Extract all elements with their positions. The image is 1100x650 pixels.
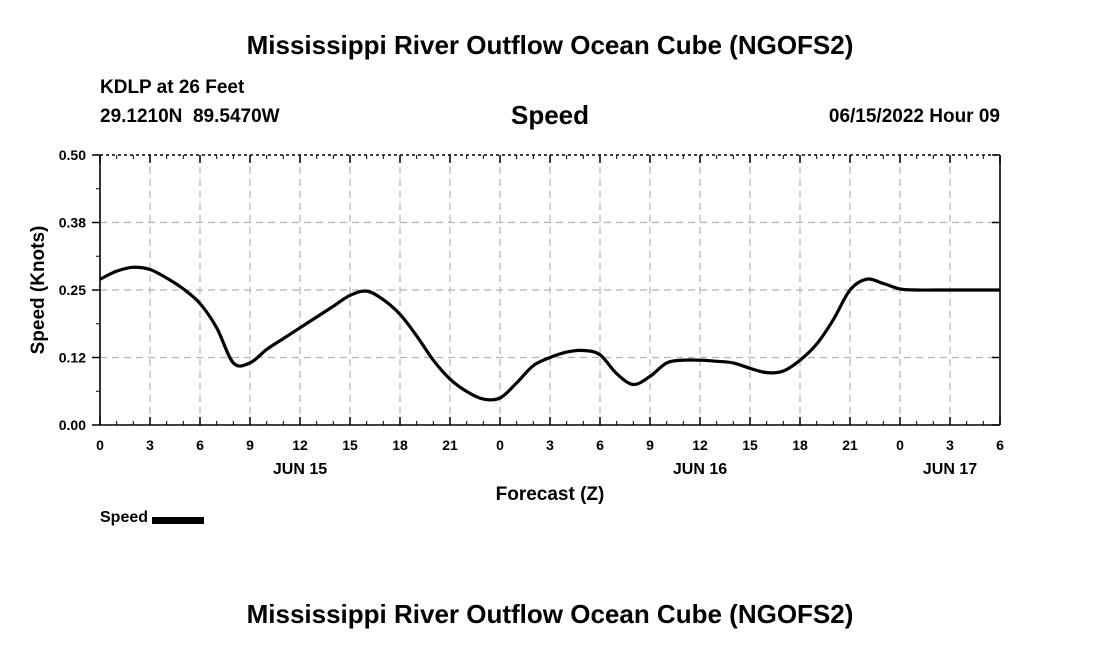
legend-label: Speed [100,509,149,526]
y-axis-title: Speed (Knots) [28,226,49,355]
series-layer [99,265,1000,402]
x-tick-label: 6 [996,437,1004,453]
x-tick-label: 21 [442,437,458,453]
longitude: 89.5470W [192,106,280,127]
chart-title: Mississippi River Outflow Ocean Cube (NG… [246,30,854,60]
x-tick-label: 9 [646,437,654,453]
x-tick-label: 3 [546,437,554,453]
footer-title: Mississippi River Outflow Ocean Cube (NG… [246,599,854,629]
station-label: KDLP at 26 Feet [100,77,245,98]
x-tick-label: 12 [692,437,708,453]
y-tick-label: 0.25 [59,282,86,298]
x-tick-label: 3 [946,437,954,453]
x-tick-label: 15 [342,437,358,453]
label-layer: 0 3 6 9 12 15 18 21 0 3 6 9 12 15 18 21 0 3 6 0.00 0.12 0.25 0… [28,147,1004,505]
y-tick-label: 0.12 [59,350,86,366]
series-line-speed [99,265,1000,402]
y-tick-label: 0.00 [59,417,86,433]
date-label: JUN 16 [673,461,727,478]
axis-layer [92,154,1001,426]
chart-subtitle: Speed [510,100,590,130]
y-tick-label: 0.38 [59,215,86,231]
x-axis-title: Forecast (Z) [496,484,605,505]
x-tick-label: 21 [842,437,858,453]
legend-swatch [152,516,205,524]
coordinates: 29.1210N 89.5470W [100,106,280,128]
x-tick-label: 6 [196,437,204,453]
x-tick-label: 0 [96,437,104,453]
legend: Speed [100,509,205,527]
x-tick-label: 3 [146,437,154,453]
y-tick-label: 0.50 [59,147,86,163]
forecast-timestamp: 06/15/2022 Hour 09 [828,106,1000,127]
x-tick-label: 18 [792,437,808,453]
date-label: JUN 17 [923,461,977,478]
x-tick-label: 0 [896,437,904,453]
x-tick-label: 6 [596,437,604,453]
date-label: JUN 15 [273,461,327,478]
latitude: 29.1210N [100,106,183,127]
grid-layer [100,155,1000,425]
x-tick-label: 18 [392,437,408,453]
x-tick-label: 9 [246,437,254,453]
x-tick-label: 12 [292,437,308,453]
x-tick-label: 15 [742,437,758,453]
x-tick-label: 0 [496,437,504,453]
